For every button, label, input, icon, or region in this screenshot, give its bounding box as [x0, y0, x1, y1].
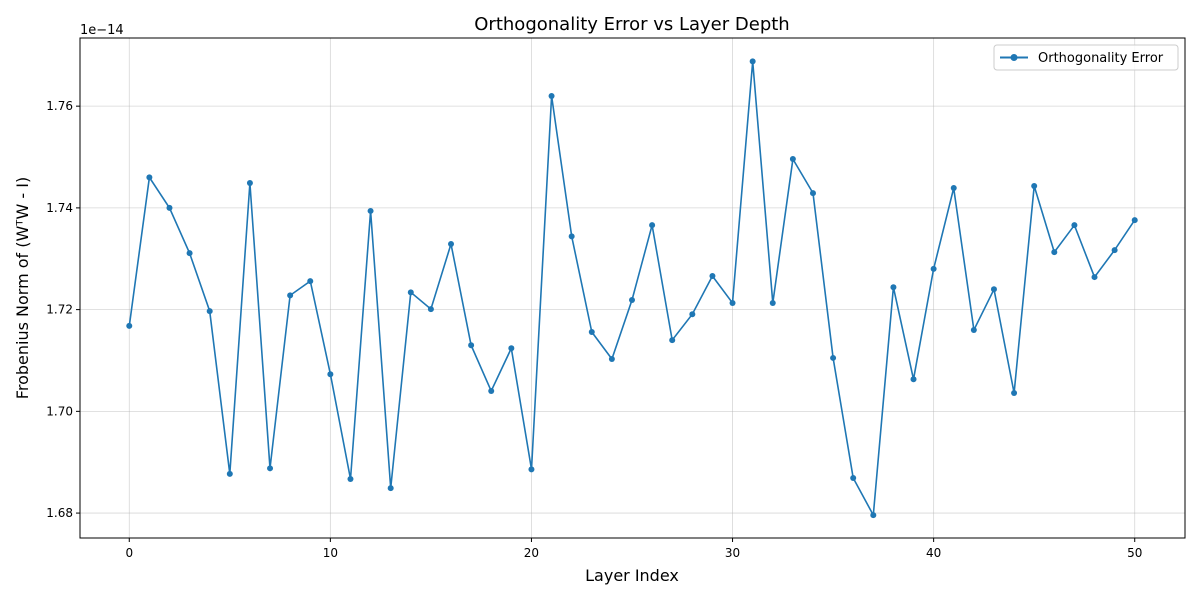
data-point — [568, 233, 575, 240]
data-point — [488, 388, 495, 395]
data-point — [146, 174, 153, 181]
data-point — [1131, 217, 1138, 224]
data-point — [930, 265, 937, 272]
x-axis-label: Layer Index — [585, 566, 679, 585]
data-point — [910, 376, 917, 383]
data-point — [890, 284, 897, 291]
data-point — [689, 311, 696, 318]
data-point — [1031, 183, 1038, 190]
data-point — [769, 300, 776, 307]
data-point — [709, 273, 716, 280]
data-point — [246, 179, 253, 186]
chart-title: Orthogonality Error vs Layer Depth — [474, 14, 789, 35]
plot-frame — [79, 37, 1186, 539]
data-point — [830, 354, 837, 361]
legend-box — [993, 44, 1179, 71]
data-point — [1051, 249, 1058, 256]
data-point — [387, 485, 394, 492]
data-point — [729, 300, 736, 307]
data-point — [850, 474, 857, 481]
data-point — [427, 306, 434, 313]
x-tick-label: 50 — [1127, 546, 1142, 560]
data-point — [1091, 274, 1098, 281]
x-tick-label: 40 — [926, 546, 941, 560]
data-point — [307, 278, 314, 285]
data-point — [1111, 247, 1118, 254]
data-point — [528, 466, 535, 473]
legend-marker — [1010, 54, 1018, 61]
y-offset-label: 1e−14 — [80, 23, 124, 38]
data-point — [749, 58, 756, 65]
y-axis-label: Frobenius Norm of (WᵀW - I) — [13, 177, 32, 399]
data-point — [407, 289, 414, 296]
x-tick-label: 30 — [725, 546, 740, 560]
legend-label: Orthogonality Error — [1038, 51, 1164, 66]
data-point — [347, 475, 354, 482]
data-point — [287, 292, 294, 299]
axis-ticks: 0 10 20 30 40 50 1.68 1.70 1.72 1.74 1.76 — [46, 99, 1142, 560]
data-point — [628, 296, 635, 303]
data-point — [870, 512, 877, 519]
data-point — [166, 204, 173, 211]
data-point — [468, 342, 475, 349]
data-point — [267, 465, 274, 472]
data-point — [1071, 222, 1078, 229]
x-tick-label: 10 — [323, 546, 338, 560]
x-tick-label: 0 — [125, 546, 133, 560]
data-point — [950, 185, 957, 192]
data-point — [789, 156, 796, 163]
data-point — [126, 322, 133, 329]
data-point — [206, 308, 213, 315]
series-orthogonality-error — [126, 58, 1138, 519]
data-point — [548, 92, 555, 99]
data-point — [608, 355, 615, 362]
data-point — [809, 190, 816, 197]
y-tick-label: 1.72 — [46, 303, 73, 317]
data-point — [448, 241, 455, 248]
data-point — [669, 337, 676, 344]
data-point — [990, 286, 997, 293]
data-point — [186, 250, 193, 257]
data-point — [508, 345, 515, 352]
y-tick-label: 1.68 — [46, 506, 73, 520]
data-point — [1011, 390, 1018, 397]
x-tick-label: 20 — [524, 546, 539, 560]
series-line — [128, 61, 1136, 518]
y-tick-label: 1.70 — [46, 404, 73, 418]
grid — [80, 38, 1185, 538]
data-point — [588, 328, 595, 335]
data-point — [226, 470, 233, 477]
y-tick-label: 1.76 — [46, 99, 73, 113]
legend: Orthogonality Error — [993, 44, 1179, 71]
data-point — [367, 207, 374, 214]
y-tick-label: 1.74 — [46, 201, 73, 215]
data-point — [649, 222, 656, 229]
data-point — [970, 326, 977, 333]
data-point — [327, 371, 334, 378]
